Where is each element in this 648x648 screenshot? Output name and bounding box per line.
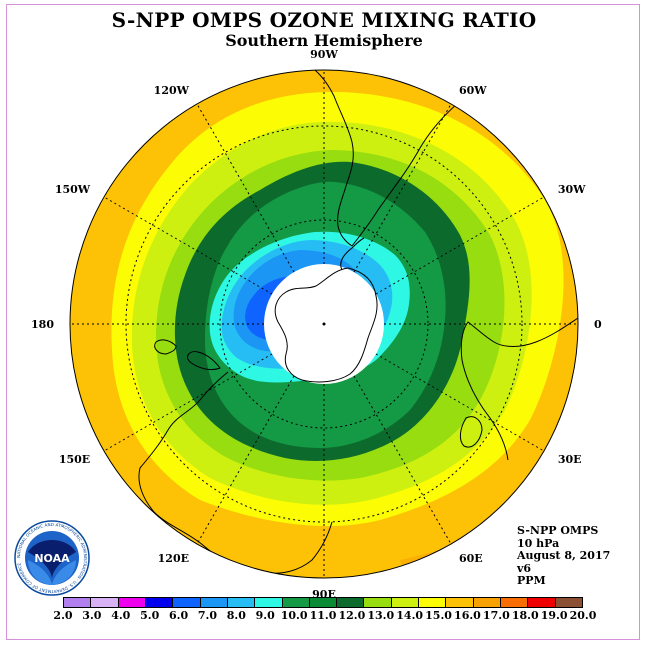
colorbar: 2.0 3.0 4.0 5.0 6.0 7.0 8.0 9.0 10.0 11.0 12.0 13.0…	[53, 597, 596, 627]
colorbar-tick: 12.0	[338, 609, 366, 622]
new-zealand-north	[154, 339, 177, 355]
colorbar-swatch	[419, 598, 447, 607]
longitude-label: 180	[31, 318, 54, 331]
colorbar-tick: 20.0	[569, 609, 597, 622]
colorbar-tick: 6.0	[168, 609, 189, 622]
meridian-line	[103, 353, 273, 452]
main-title: S-NPP OMPS OZONE MIXING RATIO	[111, 8, 537, 32]
colorbar-swatch	[337, 598, 365, 607]
south-pole-marker	[322, 322, 326, 326]
colorbar-tick: 16.0	[454, 609, 481, 622]
disc-outline	[69, 69, 579, 579]
latitude-circle-30s	[125, 125, 523, 523]
units-label: PPM	[517, 574, 546, 587]
south-america-coastline	[299, 70, 473, 247]
madagascar	[459, 416, 483, 448]
longitude-label: 150W	[55, 183, 91, 196]
colorbar-swatch	[473, 598, 501, 607]
colorbar-swatch	[227, 598, 256, 607]
instrument-name: S-NPP OMPS	[517, 524, 599, 537]
colorbar-swatch	[364, 598, 392, 607]
coastlines	[138, 70, 578, 574]
colorbar-swatches	[63, 597, 583, 608]
colorbar-swatch	[64, 598, 92, 607]
new-zealand-south	[187, 351, 221, 371]
longitude-label: 60E	[459, 552, 483, 565]
meridian-line	[375, 196, 545, 295]
longitude-label: 90W	[310, 48, 338, 61]
version-label: v6	[517, 561, 532, 575]
colorbar-swatch	[282, 598, 310, 607]
plot-frame	[6, 4, 640, 640]
colorbar-swatch	[145, 598, 174, 607]
meridian-line	[353, 103, 452, 273]
colorbar-tick: 3.0	[82, 609, 102, 622]
africa-coastline	[460, 317, 578, 461]
meridian-line	[375, 353, 545, 452]
colorbar-swatch	[309, 598, 338, 607]
longitude-label: 30E	[558, 453, 582, 466]
colorbar-tick: 5.0	[140, 609, 160, 622]
date-label: August 8, 2017	[517, 549, 611, 562]
colorbar-tick: 18.0	[511, 609, 539, 622]
svg-text:NOAA: NOAA	[34, 552, 70, 565]
colorbar-tick: 7.0	[197, 609, 218, 622]
colorbar-tick: 2.0	[53, 609, 73, 622]
longitude-label: 120W	[154, 84, 190, 97]
colorbar-swatch	[555, 598, 582, 607]
meridian-line	[353, 375, 452, 545]
colorbar-swatch	[391, 598, 420, 607]
longitude-label: 60W	[459, 84, 487, 97]
longitude-label: 0	[594, 318, 602, 331]
colorbar-tick: 9.0	[255, 609, 275, 622]
colorbar-tick: 8.0	[226, 609, 246, 622]
meridians	[70, 70, 578, 578]
colorbar-swatch	[200, 598, 228, 607]
meridian-line	[103, 196, 273, 295]
pressure-level: 10 hPa	[517, 536, 560, 550]
info-block: S-NPP OMPS 10 hPa August 8, 2017 v6 PPM	[517, 524, 611, 588]
meridian-line	[196, 375, 295, 545]
noaa-logo: NOAA NATIONAL OCEANIC AND ATMOSPHERIC AD…	[14, 520, 90, 596]
colorbar-tick: 19.0	[540, 609, 568, 622]
longitude-label: 30W	[558, 183, 586, 196]
colorbar-tick-labels: 2.0 3.0 4.0 5.0 6.0 7.0 8.0 9.0 10.0 11.0 12.0 13.0…	[53, 609, 596, 625]
colorbar-tick: 4.0	[111, 609, 131, 622]
colorbar-tick: 15.0	[425, 609, 452, 622]
colorbar-swatch	[528, 598, 556, 607]
colorbar-swatch	[91, 598, 119, 607]
colorbar-tick: 17.0	[482, 609, 510, 622]
colorbar-swatch	[173, 598, 201, 607]
colorbar-tick: 11.0	[309, 609, 337, 622]
antarctica-coastline	[274, 267, 378, 383]
colorbar-swatch	[446, 598, 474, 607]
australia-coastline	[138, 371, 333, 574]
ozone-field	[70, 70, 578, 578]
colorbar-swatch	[118, 598, 146, 607]
meridian-line	[196, 103, 295, 273]
colorbar-tick: 13.0	[367, 609, 395, 622]
colorbar-swatch	[255, 598, 283, 607]
colorbar-swatch	[501, 598, 529, 607]
colorbar-tick: 14.0	[396, 609, 424, 622]
graticule	[125, 125, 523, 523]
colorbar-tick: 10.0	[280, 609, 308, 622]
latitude-circle-60s	[219, 219, 429, 429]
subtitle: Southern Hemisphere	[225, 31, 423, 50]
antarctic-peninsula	[340, 237, 365, 271]
longitude-label: 120E	[158, 552, 189, 565]
longitude-label: 150E	[59, 453, 90, 466]
